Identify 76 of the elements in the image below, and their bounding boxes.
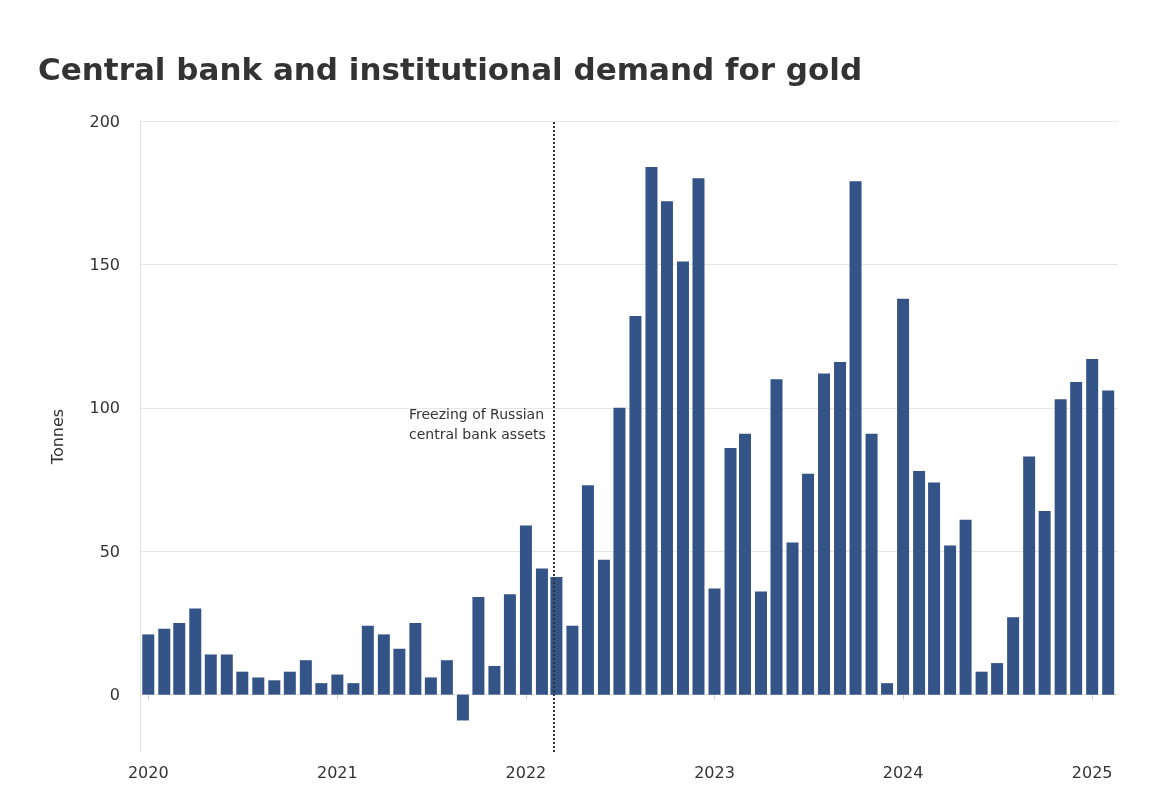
bar bbox=[786, 542, 799, 695]
bar bbox=[252, 677, 265, 695]
bar bbox=[755, 591, 767, 695]
bar bbox=[393, 648, 406, 695]
bar bbox=[377, 634, 390, 695]
ref-line-label: Freezing of Russian central bank assets bbox=[409, 406, 546, 442]
bar bbox=[581, 485, 594, 695]
bar bbox=[991, 663, 1004, 695]
bar bbox=[456, 694, 469, 721]
y-tick-label: 100 bbox=[89, 398, 120, 418]
bar bbox=[613, 407, 626, 695]
x-tick-label: 2020 bbox=[127, 762, 169, 782]
bar bbox=[738, 433, 751, 695]
bar bbox=[834, 361, 847, 695]
bar bbox=[347, 683, 360, 695]
bar bbox=[881, 683, 894, 695]
bar bbox=[236, 671, 249, 695]
bar bbox=[189, 608, 202, 695]
x-tick-label: 2022 bbox=[505, 762, 547, 782]
bar bbox=[944, 545, 957, 695]
bar bbox=[488, 665, 501, 695]
bar bbox=[849, 181, 862, 695]
bar bbox=[424, 677, 437, 695]
x-tick-label: 2023 bbox=[694, 762, 735, 782]
x-tick-label: 2025 bbox=[1071, 762, 1113, 782]
bar bbox=[1038, 511, 1051, 695]
bar bbox=[692, 178, 705, 695]
bar bbox=[315, 683, 328, 695]
bar bbox=[802, 473, 815, 695]
y-tick-label: 0 bbox=[109, 685, 120, 705]
bar bbox=[1102, 390, 1115, 695]
bar bbox=[220, 654, 233, 695]
chart-title: Central bank and institutional demand for gold bbox=[38, 50, 863, 87]
bar bbox=[331, 674, 344, 695]
x-tick-label: 2024 bbox=[882, 762, 924, 782]
x-tick-label: 2021 bbox=[317, 762, 358, 782]
bar bbox=[503, 594, 516, 695]
y-axis-title: Tonnes bbox=[47, 408, 67, 466]
bar bbox=[268, 680, 281, 695]
bar bbox=[1070, 382, 1083, 695]
bar bbox=[550, 577, 563, 695]
bar bbox=[519, 525, 532, 695]
bar bbox=[283, 671, 296, 695]
bar bbox=[204, 654, 217, 695]
bar bbox=[1086, 359, 1099, 695]
bar bbox=[472, 597, 485, 695]
bar bbox=[676, 261, 689, 695]
y-tick-label: 200 bbox=[89, 111, 120, 131]
bar bbox=[724, 447, 737, 695]
bar bbox=[1054, 399, 1067, 695]
bar bbox=[645, 166, 658, 695]
bar bbox=[173, 622, 186, 695]
bar bbox=[299, 660, 312, 695]
bar bbox=[158, 628, 171, 695]
bar bbox=[409, 622, 422, 695]
bar bbox=[818, 373, 831, 695]
bar bbox=[708, 588, 721, 695]
bar bbox=[629, 316, 642, 695]
bar bbox=[770, 379, 783, 695]
bar bbox=[865, 433, 878, 695]
bar bbox=[361, 625, 374, 695]
bar bbox=[1007, 617, 1020, 695]
bar bbox=[975, 671, 988, 695]
bar bbox=[660, 201, 673, 695]
bar bbox=[913, 470, 926, 695]
y-tick-label: 50 bbox=[99, 541, 120, 561]
bar bbox=[959, 519, 972, 695]
bar bbox=[440, 660, 453, 695]
bar bbox=[597, 559, 610, 695]
y-tick-label: 150 bbox=[89, 254, 120, 274]
bar bbox=[142, 634, 155, 695]
bar bbox=[1023, 456, 1036, 695]
bar bbox=[897, 298, 910, 695]
bar bbox=[535, 568, 548, 695]
bar bbox=[566, 625, 579, 695]
bar bbox=[928, 482, 941, 695]
